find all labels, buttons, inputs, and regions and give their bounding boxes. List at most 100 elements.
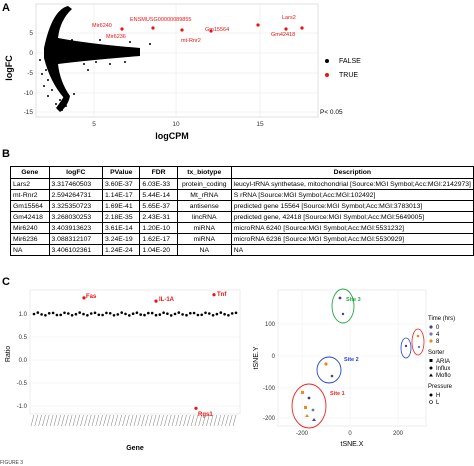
x-tick-mark <box>141 414 145 427</box>
ratio-point <box>143 313 146 317</box>
label-tnf: Tnf <box>217 292 227 298</box>
x-tick-mark <box>232 414 237 427</box>
ratio-point <box>82 312 85 316</box>
cluster-small-red <box>411 328 425 356</box>
ratio-point <box>86 314 89 317</box>
panel-b-letter: B <box>2 148 10 160</box>
x-tick-mark <box>53 414 58 427</box>
legend-false-marker <box>325 59 329 63</box>
outlier-point <box>59 99 61 101</box>
x-tick-mark <box>30 414 35 427</box>
cluster-site-1 <box>291 383 327 429</box>
outlier-point <box>73 93 75 95</box>
table-cell: 3.325350723 <box>48 200 104 212</box>
label-rgs1: Rgs1 <box>198 412 213 418</box>
ratio-point <box>93 311 97 315</box>
outlier-point <box>109 63 111 65</box>
y-tick: 1.0 <box>19 312 28 318</box>
outlier-point <box>65 105 67 107</box>
y-tick: -0.5 <box>17 381 28 387</box>
table-row: Gm15564 3.325350723 1.69E-41 5.65E-37 antise… <box>10 200 474 212</box>
ratio-point <box>219 311 223 314</box>
x-tick-mark <box>225 414 229 427</box>
x-tick: 10 <box>172 121 180 128</box>
ratio-point <box>200 313 203 317</box>
legend-sorter-title: Sorter <box>428 350 444 356</box>
outlier-point <box>95 61 97 63</box>
x-tick-mark <box>168 414 172 427</box>
significant-points <box>120 23 304 33</box>
table-cell: 2.43E-31 <box>139 211 178 223</box>
x-tick: 0 <box>348 431 352 437</box>
table-cell: 3.088312107 <box>48 233 104 245</box>
col-biotype: tx_biotype <box>176 166 232 179</box>
ratio-point <box>97 313 101 317</box>
ratio-point <box>51 311 55 315</box>
table-cell: S rRNA [Source:MGI Symbol;Acc:MGI:102492… <box>230 189 474 201</box>
x-tick-mark <box>206 414 210 427</box>
table-cell: 1.04E-20 <box>139 244 178 256</box>
x-tick-mark <box>34 414 38 427</box>
legend-true-marker <box>325 73 329 77</box>
scatter-cloud <box>44 6 140 112</box>
table-cell: leucyl-tRNA synthetase, mitochondrial [S… <box>230 178 474 190</box>
plot-frame <box>29 289 241 415</box>
legend-time-0: 0 <box>436 325 440 331</box>
x-tick-mark <box>152 414 157 427</box>
y-tick: 0.5 <box>19 335 28 341</box>
table-row: NA 3.406102361 1.24E-24 1.04E-20 NA NA <box>10 244 474 256</box>
outlier-point <box>47 79 49 81</box>
x-tick-mark <box>164 414 168 427</box>
table-cell: Mir6236 <box>10 233 50 245</box>
table-row: Lars2 3.317460503 3.60E-37 6.03E-33 protein_… <box>10 178 474 190</box>
x-tick-mark <box>84 414 88 427</box>
y-tick: 5 <box>29 30 33 37</box>
ratio-point <box>135 311 139 314</box>
ratio-point <box>101 313 104 317</box>
ratio-point <box>173 312 177 316</box>
table-cell: microRNA 6240 [Source:MGI Symbol;Acc:MGI… <box>230 222 474 234</box>
x-tick-mark <box>190 414 195 427</box>
ratio-point <box>185 313 188 317</box>
x-tick-mark <box>156 414 160 427</box>
ratio-point <box>230 312 234 315</box>
cluster-site-3-label: Site 3 <box>346 297 361 303</box>
outlier-point <box>149 43 151 45</box>
highlight-point <box>82 296 86 300</box>
outlier-point <box>51 89 53 91</box>
label-gm42418: Gm42418 <box>271 32 295 38</box>
panel-a-letter: A <box>2 2 10 14</box>
ratio-point <box>234 311 238 315</box>
x-tick-mark <box>99 414 103 427</box>
x-tick: -200 <box>296 431 309 437</box>
label-mir6236: Mir6236 <box>106 34 126 40</box>
y-tick: 0 <box>29 50 33 57</box>
ratio-point <box>196 313 200 317</box>
table-cell: 3.406102361 <box>48 244 104 256</box>
x-tick-mark <box>149 414 153 427</box>
x-tick-mark <box>61 414 65 427</box>
table-cell: miRNA <box>176 233 232 245</box>
ratio-point <box>166 312 169 315</box>
ratio-point <box>208 312 211 315</box>
tsne-plot: Site 3 Site 2 Site 1 100 0 -100 -200 tSN… <box>253 288 455 448</box>
x-axis-label: tSNE.X <box>341 441 364 448</box>
table-cell: 2.18E-35 <box>102 211 141 223</box>
y-tick: 0.0 <box>19 358 28 364</box>
ratio-point <box>211 314 215 317</box>
x-axis-label: logCPM <box>155 131 189 141</box>
y-tick: -1.0 <box>17 404 28 410</box>
ratio-point <box>116 313 120 316</box>
y-tick: 0 <box>272 354 276 360</box>
ratio-point <box>36 311 40 314</box>
legend-pressure-l: L <box>436 400 440 406</box>
ratio-point <box>44 314 47 317</box>
table-cell: 1.62E-17 <box>139 233 178 245</box>
ratio-point <box>192 311 196 315</box>
ratio-point <box>204 311 207 315</box>
legend-pressure-title: Pressure <box>428 384 453 390</box>
y-tick: -100 <box>263 386 276 392</box>
outlier-point <box>124 61 126 63</box>
outlier-point <box>71 39 73 41</box>
x-tick-mark <box>129 414 134 427</box>
